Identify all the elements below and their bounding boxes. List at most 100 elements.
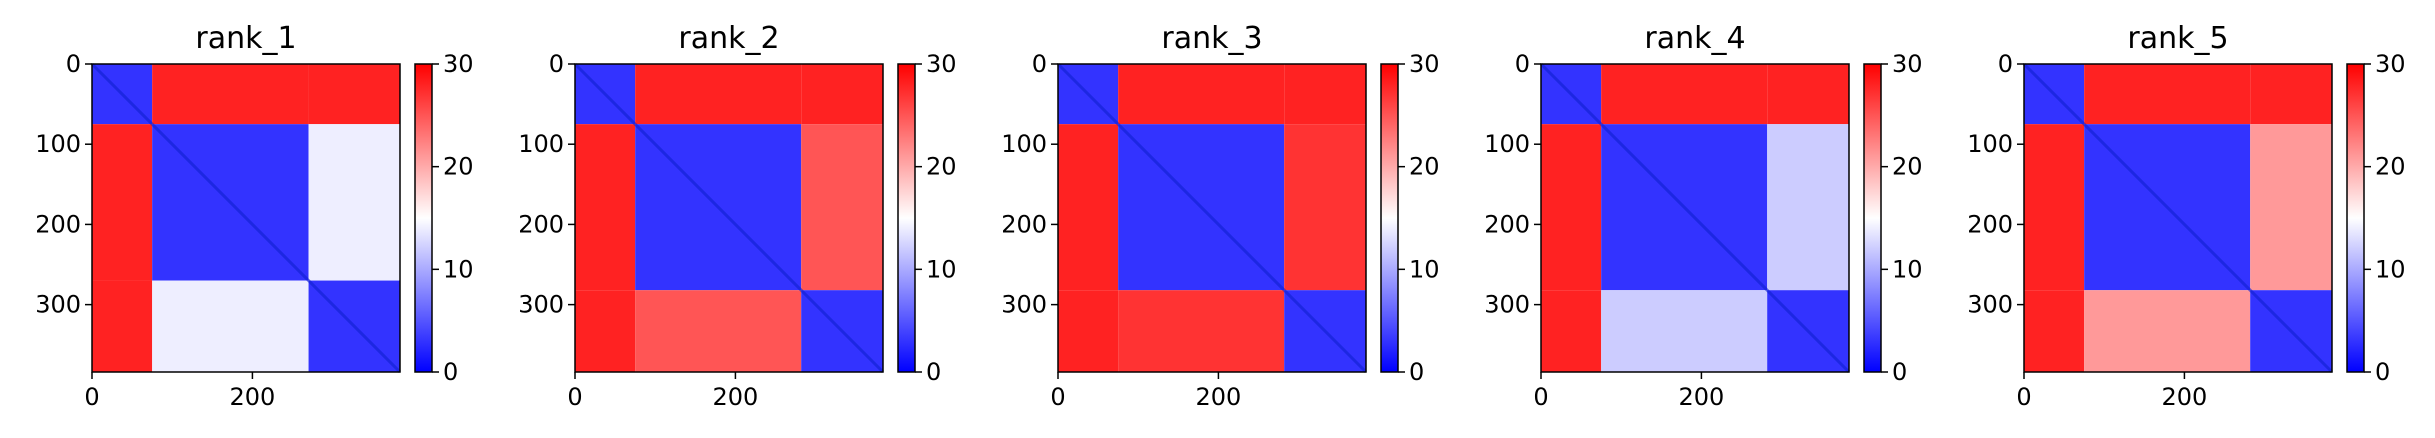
colorbar-tick-label: 10: [1892, 255, 1923, 283]
heatmap-block-0-2: [1284, 64, 1366, 125]
heatmap-panel-4: rank_4 0 100 200 300 0 200 0 10 20 30: [1484, 21, 1922, 411]
x-tick-label: 0: [2016, 383, 2031, 411]
heatmap-diagonal: [573, 62, 885, 374]
colorbar-tick-label: 20: [1892, 153, 1923, 181]
colorbar-tick-label: 30: [926, 50, 957, 78]
colorbar-tick-label: 10: [926, 255, 957, 283]
x-tick-label: 0: [567, 383, 582, 411]
heatmap-block-1-0: [1058, 124, 1119, 291]
heatmap-block-2-0: [1541, 290, 1602, 372]
heatmap-block-1-0: [575, 124, 636, 291]
heatmap-block-0-1: [1118, 64, 1285, 125]
heatmap-block-2-1: [635, 290, 802, 372]
colorbar-tick-label: 30: [443, 50, 474, 78]
heatmap-panel-2: rank_2 0 100 200 300 0 200 0 10 20 30: [518, 21, 956, 411]
colorbar-tick-label: 0: [926, 358, 941, 386]
axes-frame: [1057, 63, 1367, 373]
heatmap-panel-3: rank_3 0 100 200 300 0 200 0 10 20 30: [1001, 21, 1439, 411]
heatmap-block-2-0: [92, 280, 153, 372]
heatmap-block-0-1: [1601, 64, 1768, 125]
heatmap-diagonal: [90, 62, 402, 374]
panel-title: rank_2: [678, 21, 779, 56]
x-tick-label: 0: [1050, 383, 1065, 411]
colorbar-tick-label: 20: [443, 153, 474, 181]
heatmap-block-0-1: [2084, 64, 2251, 125]
colorbar: [2346, 63, 2365, 373]
colorbar-tick-label: 10: [443, 255, 474, 283]
heatmap-block-2-0: [575, 290, 636, 372]
colorbar: [414, 63, 433, 373]
y-tick-label: 0: [1032, 50, 1047, 78]
heatmap-block-0-2: [801, 64, 883, 125]
x-tick-label: 200: [713, 383, 759, 411]
y-tick-label: 300: [1967, 291, 2013, 319]
heatmap-block-2-1: [1601, 290, 1768, 372]
colorbar-tick-label: 10: [1409, 255, 1440, 283]
y-tick-label: 300: [1484, 291, 1530, 319]
colorbar-tick-label: 10: [2375, 255, 2406, 283]
heatmap-block-1-2: [1767, 124, 1849, 291]
y-tick-label: 100: [1001, 130, 1047, 158]
y-tick-label: 0: [66, 50, 81, 78]
x-tick-label: 200: [1196, 383, 1242, 411]
colorbar-tick-label: 20: [2375, 153, 2406, 181]
heatmap-diagonal: [1056, 62, 1368, 374]
heatmap-block-2-0: [1058, 290, 1119, 372]
heatmap-panel-5: rank_5 0 100 200 300 0 200 0 10 20 30: [1967, 21, 2405, 411]
y-tick-label: 100: [1484, 130, 1530, 158]
heatmap-block-1-2: [1284, 124, 1366, 291]
heatmap-block-1-2: [2250, 124, 2332, 291]
x-tick-label: 0: [1533, 383, 1548, 411]
heatmap-block-1-0: [92, 124, 153, 281]
colorbar-tick-label: 30: [1892, 50, 1923, 78]
colorbar-tick-label: 0: [1409, 358, 1424, 386]
y-tick-label: 200: [518, 210, 564, 238]
y-tick-label: 0: [549, 50, 564, 78]
heatmap-block-0-1: [635, 64, 802, 125]
x-tick-label: 200: [230, 383, 276, 411]
y-tick-label: 300: [518, 291, 564, 319]
heatmap-block-1-0: [2024, 124, 2085, 291]
heatmap-block-2-1: [1118, 290, 1285, 372]
colorbar: [1863, 63, 1882, 373]
heatmap-block-1-2: [801, 124, 883, 291]
heatmap-block-0-2: [1767, 64, 1849, 125]
y-tick-label: 100: [518, 130, 564, 158]
colorbar-tick-label: 0: [443, 358, 458, 386]
x-tick-label: 0: [84, 383, 99, 411]
colorbar-tick-label: 30: [1409, 50, 1440, 78]
y-tick-label: 200: [1001, 210, 1047, 238]
axes-frame: [1540, 63, 1850, 373]
heatmap-block-0-1: [152, 64, 309, 125]
heatmap-diagonal: [2022, 62, 2334, 374]
colorbar-tick-label: 0: [1892, 358, 1907, 386]
colorbar: [1380, 63, 1399, 373]
colorbar-tick-label: 20: [926, 153, 957, 181]
panel-title: rank_5: [2127, 21, 2228, 56]
heatmap-block-0-2: [2250, 64, 2332, 125]
panel-title: rank_1: [195, 21, 296, 56]
heatmap-block-1-0: [1541, 124, 1602, 291]
y-tick-label: 0: [1515, 50, 1530, 78]
panel-title: rank_3: [1161, 21, 1262, 56]
heatmap-panel-1: rank_1 0 100 200 300 0 200 0 10 20 30: [35, 21, 473, 411]
colorbar: [897, 63, 916, 373]
heatmap-block-2-1: [152, 280, 309, 372]
panel-title: rank_4: [1644, 21, 1745, 56]
y-tick-label: 200: [1484, 210, 1530, 238]
y-tick-label: 100: [1967, 130, 2013, 158]
colorbar-tick-label: 0: [2375, 358, 2390, 386]
axes-frame: [91, 63, 401, 373]
colorbar-tick-label: 20: [1409, 153, 1440, 181]
heatmap-block-2-0: [2024, 290, 2085, 372]
y-tick-label: 200: [1967, 210, 2013, 238]
x-tick-label: 200: [2162, 383, 2208, 411]
heatmap-block-2-1: [2084, 290, 2251, 372]
heatmap-block-0-2: [308, 64, 400, 125]
y-tick-label: 200: [35, 210, 81, 238]
y-tick-label: 300: [35, 291, 81, 319]
y-tick-label: 100: [35, 130, 81, 158]
axes-frame: [2023, 63, 2333, 373]
heatmap-diagonal: [1539, 62, 1851, 374]
colorbar-tick-label: 30: [2375, 50, 2406, 78]
